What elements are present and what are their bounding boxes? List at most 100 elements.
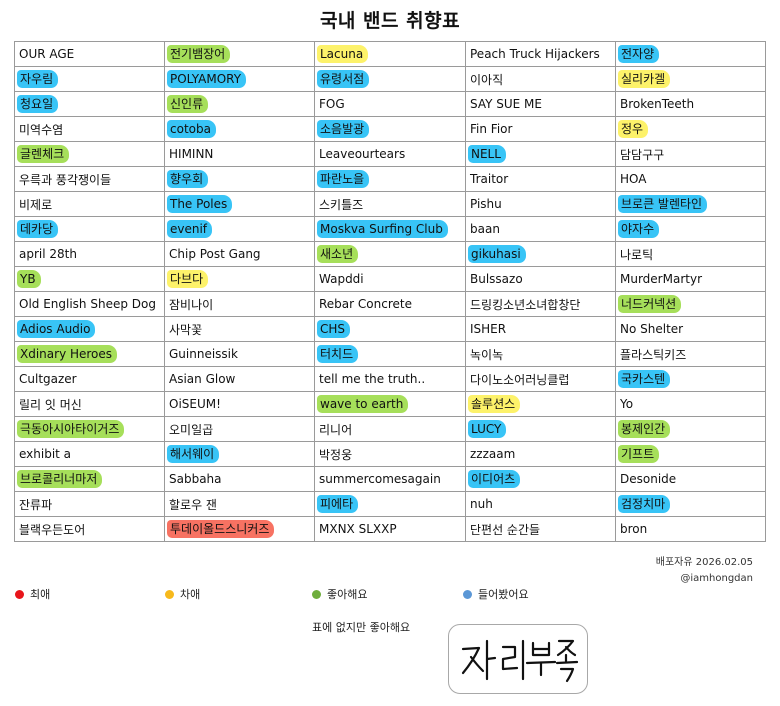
band-name-highlighted: gikuhasi [468, 245, 526, 263]
legend-label-sub: 차애 [180, 588, 201, 601]
table-row: 자우림 POLYAMORY 유령서점 이아직 실리카겔 [14, 66, 766, 92]
band-name: 블랙우든도어 [19, 522, 86, 537]
band-name-highlighted: 향우회 [167, 170, 209, 188]
band-name: FOG [319, 97, 345, 111]
legend-item-fav: 최애 [15, 586, 50, 602]
band-name-highlighted: 정우 [618, 120, 649, 138]
band-cell: 터치드 [314, 341, 466, 367]
band-name-highlighted: NELL [468, 145, 506, 163]
band-cell: NELL [465, 141, 616, 167]
band-cell: 전기뱀장어 [164, 41, 315, 67]
band-name-highlighted: 해서웨이 [167, 445, 220, 463]
table-row: OUR AGE 전기뱀장어 Lacuna Peach Truck Hijackers 전… [14, 41, 766, 67]
band-cell: 국카스텐 [615, 366, 766, 392]
band-cell: 녹이녹 [465, 341, 616, 367]
band-name: bron [620, 522, 648, 536]
band-cell: tell me the truth.. [314, 366, 466, 392]
band-cell: LUCY [465, 416, 616, 442]
band-name: Fin Fior [470, 122, 513, 136]
band-cell: 미역수염 [14, 116, 165, 142]
band-name-highlighted: 실리카겔 [618, 70, 671, 88]
band-name: 단편선 순간들 [470, 522, 541, 537]
legend-item-sub: 차애 [165, 586, 200, 602]
band-name: No Shelter [620, 322, 684, 336]
band-name-highlighted: wave to earth [317, 395, 409, 413]
table-row: 극동아시아타이거즈 오미일곱 리니어 LUCY 봉제인간 [14, 416, 766, 442]
band-name-highlighted: 파란노을 [317, 170, 370, 188]
band-cell: 야자수 [615, 216, 766, 242]
band-name: OiSEUM! [169, 397, 221, 411]
band-cell: Yo [615, 391, 766, 417]
band-cell: 해서웨이 [164, 441, 315, 467]
band-name: Leaveourtears [319, 147, 406, 161]
band-name-highlighted: 소음발광 [317, 120, 370, 138]
band-cell: The Poles [164, 191, 315, 217]
band-cell: wave to earth [314, 391, 466, 417]
table-row: 비제로 The Poles 스키틀즈 Pishu 브로큰 발렌타인 [14, 191, 766, 217]
band-name-highlighted: 기프트 [618, 445, 660, 463]
band-name: Desonide [620, 472, 677, 486]
band-name: Traitor [470, 172, 509, 186]
band-cell: 사막꽃 [164, 316, 315, 342]
band-cell: 릴리 잇 머신 [14, 391, 165, 417]
table-row: YB 다브다 Wapddi Bulssazo MurderMartyr [14, 266, 766, 292]
band-name-highlighted: Lacuna [317, 45, 369, 63]
band-name: HOA [620, 172, 647, 186]
band-cell: 드링킹소년소녀합창단 [465, 291, 616, 317]
band-name: zzzaam [470, 447, 516, 461]
band-cell: 비제로 [14, 191, 165, 217]
band-cell: 글렌체크 [14, 141, 165, 167]
band-name-highlighted: 야자수 [618, 220, 660, 238]
band-name: BrokenTeeth [620, 97, 695, 111]
band-name-highlighted: 자우림 [17, 70, 59, 88]
band-cell: bron [615, 516, 766, 542]
band-cell: 오미일곱 [164, 416, 315, 442]
band-cell: BrokenTeeth [615, 91, 766, 117]
band-cell: 스키틀즈 [314, 191, 466, 217]
band-name: 이아직 [470, 72, 504, 87]
band-name: 잠비나이 [169, 297, 214, 312]
band-cell: Cultgazer [14, 366, 165, 392]
yellow-dot-icon [165, 589, 174, 599]
band-cell: exhibit a [14, 441, 165, 467]
band-cell: 검정치마 [615, 491, 766, 517]
band-cell: 정우 [615, 116, 766, 142]
band-name: SAY SUE ME [470, 97, 542, 111]
band-name-highlighted: Moskva Surfing Club [317, 220, 448, 238]
band-name: 릴리 잇 머신 [19, 397, 82, 412]
table-row: Old English Sheep Dog 잠비나이 Rebar Concrete 드… [14, 291, 766, 317]
band-name-highlighted: 봉제인간 [618, 420, 671, 438]
legend-item-pre: 들어봤어요 [463, 586, 529, 602]
legend-label-like: 좋아해요 [327, 588, 368, 601]
band-name-highlighted: 새소년 [317, 245, 359, 263]
handwritten-text-icon [461, 639, 579, 683]
table-row: 블랙우든도어 투데이올드스니커즈 MXNX SLXXP 단편선 순간들 bron [14, 516, 766, 542]
credit-date: 배포자유 2026.02.05 [655, 557, 753, 568]
band-name-highlighted: LUCY [468, 420, 507, 438]
band-name-highlighted: 데카당 [17, 220, 59, 238]
band-cell: 브로콜리너마저 [14, 466, 165, 492]
band-cell: gikuhasi [465, 241, 616, 267]
band-cell: baan [465, 216, 616, 242]
band-name-highlighted: 신인류 [167, 95, 209, 113]
band-name: Yo [620, 397, 634, 411]
legend: 최애 차애 좋아해요 들어봤어요 [0, 586, 780, 604]
band-cell: OUR AGE [14, 41, 165, 67]
legend-item-like: 좋아해요 [312, 586, 367, 602]
band-name-highlighted: The Poles [167, 195, 233, 213]
band-cell: 극동아시아타이거즈 [14, 416, 165, 442]
band-name: Bulssazo [470, 272, 523, 286]
band-cell: MXNX SLXXP [314, 516, 466, 542]
band-cell: summercomesagain [314, 466, 466, 492]
band-cell: nuh [465, 491, 616, 517]
band-name-highlighted: cotoba [167, 120, 216, 138]
band-cell: 기프트 [615, 441, 766, 467]
band-name: Pishu [470, 197, 502, 211]
band-cell: Asian Glow [164, 366, 315, 392]
table-row: Xdinary Heroes Guinneissik 터치드 녹이녹 플라스틱키즈 [14, 341, 766, 367]
band-name: HIMINN [169, 147, 214, 161]
band-name: 녹이녹 [470, 347, 504, 362]
legend-label-fav: 최애 [30, 588, 51, 601]
band-name: 다이노소어러닝클럽 [470, 372, 570, 387]
band-name-highlighted: POLYAMORY [167, 70, 247, 88]
